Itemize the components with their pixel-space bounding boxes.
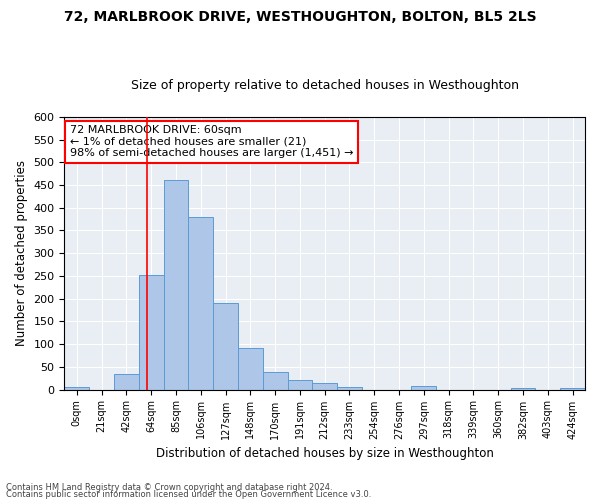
Bar <box>412 386 436 390</box>
Text: 72 MARLBROOK DRIVE: 60sqm
← 1% of detached houses are smaller (21)
98% of semi-d: 72 MARLBROOK DRIVE: 60sqm ← 1% of detach… <box>70 125 353 158</box>
Bar <box>313 383 337 390</box>
Bar <box>238 348 263 390</box>
Text: Contains public sector information licensed under the Open Government Licence v3: Contains public sector information licen… <box>6 490 371 499</box>
Bar <box>337 388 362 390</box>
Bar <box>139 274 164 390</box>
Bar <box>64 388 89 390</box>
Bar <box>188 217 213 390</box>
Bar <box>114 374 139 390</box>
Bar <box>287 380 313 390</box>
Text: 72, MARLBROOK DRIVE, WESTHOUGHTON, BOLTON, BL5 2LS: 72, MARLBROOK DRIVE, WESTHOUGHTON, BOLTO… <box>64 10 536 24</box>
Bar <box>511 388 535 390</box>
Bar <box>560 388 585 390</box>
Bar <box>164 180 188 390</box>
Title: Size of property relative to detached houses in Westhoughton: Size of property relative to detached ho… <box>131 79 519 92</box>
X-axis label: Distribution of detached houses by size in Westhoughton: Distribution of detached houses by size … <box>156 447 494 460</box>
Bar <box>213 303 238 390</box>
Y-axis label: Number of detached properties: Number of detached properties <box>15 160 28 346</box>
Text: Contains HM Land Registry data © Crown copyright and database right 2024.: Contains HM Land Registry data © Crown c… <box>6 484 332 492</box>
Bar <box>263 372 287 390</box>
